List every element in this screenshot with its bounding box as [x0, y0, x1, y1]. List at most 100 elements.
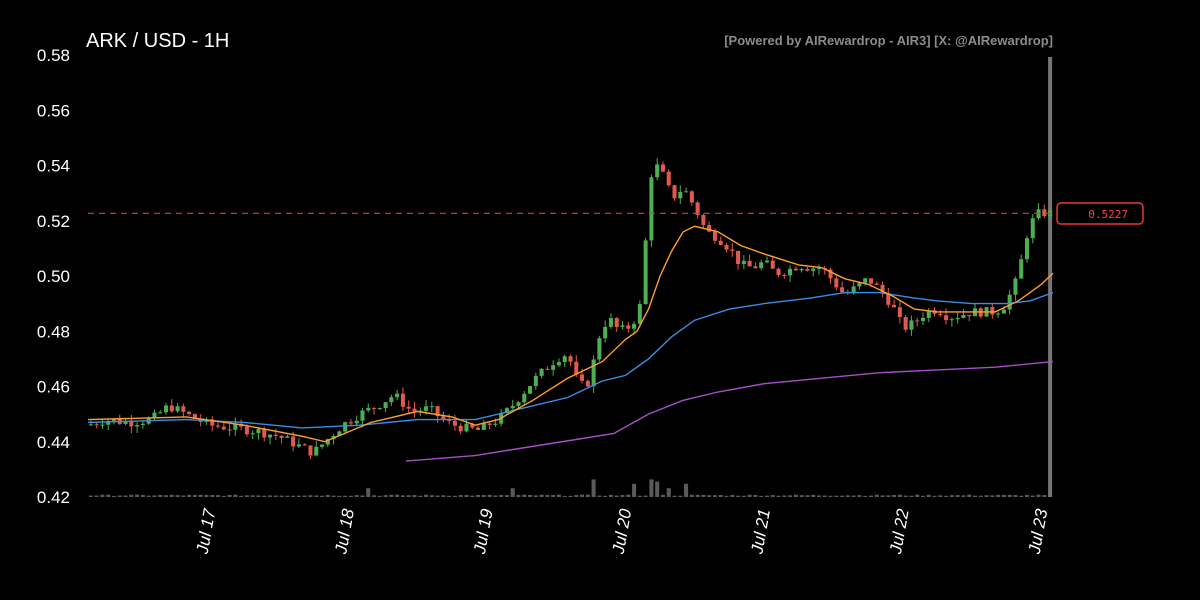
candle-down	[400, 393, 405, 407]
candle-up	[516, 402, 521, 406]
candle-down	[348, 422, 353, 424]
volume-bar	[949, 495, 954, 497]
volume-bar	[678, 495, 683, 497]
volume-bar	[660, 494, 665, 497]
volume-bar	[447, 495, 452, 497]
candle-down	[372, 407, 377, 409]
candle-down	[94, 424, 99, 426]
volume-bar	[395, 494, 400, 497]
volume-bar	[707, 495, 712, 497]
volume-bar	[129, 494, 134, 497]
candle-up	[383, 402, 388, 409]
candle-down	[840, 287, 845, 293]
candle-down	[938, 313, 943, 316]
candle-up	[562, 356, 567, 363]
candle-up	[816, 268, 821, 270]
candle-down	[221, 426, 226, 430]
volume-bar	[1024, 494, 1030, 497]
candle-down	[412, 408, 417, 412]
volume-bar	[233, 494, 238, 497]
candle-up	[493, 423, 498, 425]
volume-bar	[851, 495, 856, 497]
candle-down	[915, 320, 920, 322]
volume-bar	[741, 495, 746, 497]
candle-down	[452, 420, 457, 426]
volume-bar	[551, 494, 556, 497]
candle-up	[88, 424, 93, 426]
candle-down	[753, 266, 758, 269]
volume-bar	[372, 495, 377, 497]
volume-bar	[684, 483, 689, 497]
candle-up	[556, 362, 561, 366]
volume-bar	[920, 495, 926, 497]
volume-bar	[88, 495, 93, 497]
volume-bar	[481, 494, 486, 497]
volume-bar	[990, 495, 995, 497]
candle-down	[470, 423, 475, 428]
candle-up	[1019, 259, 1024, 279]
candle-down	[279, 435, 284, 438]
candle-down	[718, 240, 723, 245]
candle-up	[684, 191, 689, 193]
volume-bar	[753, 495, 758, 497]
candle-up	[389, 397, 394, 403]
candle-up	[100, 424, 105, 426]
volume-bar	[672, 495, 677, 497]
candle-up	[620, 325, 625, 327]
volume-bar	[458, 495, 463, 497]
candle-up	[464, 423, 469, 432]
candle-down	[626, 325, 631, 329]
candle-up	[158, 412, 163, 414]
candle-up	[591, 359, 596, 387]
volume-bar	[302, 495, 307, 497]
candle-down	[574, 361, 579, 375]
candle-down	[215, 425, 221, 427]
candle-down	[487, 423, 492, 425]
volume-bar	[227, 494, 232, 497]
volume-bar	[568, 495, 573, 497]
candle-up	[424, 406, 429, 411]
candle-down	[724, 244, 729, 250]
volume-bar	[210, 494, 215, 497]
volume-bar	[325, 494, 330, 497]
volume-bar	[279, 495, 284, 497]
volume-bar	[504, 495, 509, 497]
candle-down	[776, 268, 781, 276]
volume-bar	[1048, 57, 1053, 497]
volume-bar	[337, 495, 342, 497]
candle-up	[285, 436, 290, 438]
candle-up	[175, 406, 180, 412]
volume-bar	[620, 495, 625, 497]
volume-bar	[1030, 495, 1035, 497]
volume-bar	[539, 494, 544, 497]
volume-bar	[158, 494, 163, 497]
volume-bar	[181, 495, 186, 497]
volume-bar	[597, 495, 602, 497]
volume-bar	[348, 495, 353, 497]
candle-down	[672, 185, 677, 199]
volume-bar	[799, 495, 804, 497]
volume-bar	[689, 494, 694, 497]
candle-up	[256, 429, 261, 434]
candle-up	[863, 278, 868, 283]
volume-bar	[343, 495, 348, 497]
candle-up	[551, 365, 556, 370]
candle-up	[759, 262, 764, 269]
volume-bar	[123, 495, 128, 497]
volume-bar	[816, 495, 821, 497]
volume-bar	[805, 495, 810, 497]
volume-bar	[759, 495, 764, 497]
volume-bar	[828, 495, 833, 497]
candle-down	[441, 416, 446, 420]
volume-bar	[360, 495, 365, 497]
x-axis: Jul 17 Jul 18 Jul 19 Jul 20 Jul 21 Jul 22 Jul …	[193, 507, 1052, 556]
volume-bar	[140, 494, 145, 497]
candle-up	[920, 317, 926, 322]
candle-up	[1030, 218, 1035, 239]
candle-down	[967, 314, 972, 317]
volume-bar	[1042, 495, 1047, 497]
candle-down	[805, 269, 810, 271]
candle-down	[793, 268, 798, 271]
candle-down	[834, 278, 839, 288]
candle-up	[909, 320, 914, 330]
